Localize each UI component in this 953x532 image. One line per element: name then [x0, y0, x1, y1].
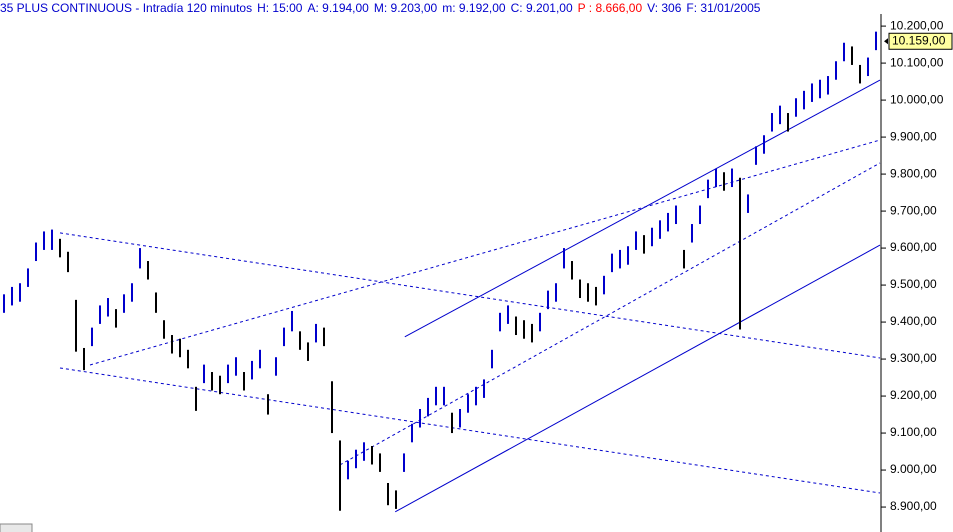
y-tick-label: 10.100,00 [890, 55, 944, 69]
trend-line [59, 367, 881, 494]
trend-line [404, 79, 881, 338]
header-field: H: 15:00 [257, 1, 303, 15]
header-field: C: 9.201,00 [510, 1, 573, 15]
y-tick-label: 9.200,00 [890, 388, 937, 402]
header-field: 35 PLUS CONTINUOUS - Intradía 120 minuto… [0, 1, 253, 15]
y-tick-label: 9.600,00 [890, 240, 937, 254]
y-tick-label: 9.400,00 [890, 314, 937, 328]
y-tick-label: 9.100,00 [890, 425, 937, 439]
trend-line [339, 162, 881, 466]
header-field: M: 9.203,00 [373, 1, 438, 15]
trend-line [59, 232, 881, 359]
y-tick-label: 9.500,00 [890, 277, 937, 291]
y-tick-label: 9.000,00 [890, 462, 937, 476]
header: 35 PLUS CONTINUOUS - Intradía 120 minuto… [0, 0, 765, 16]
header-field: P : 8.666,00 [577, 1, 643, 15]
y-tick-label: 10.200,00 [890, 18, 944, 32]
y-tick-label: 10.000,00 [890, 92, 944, 106]
trend-line [89, 139, 881, 366]
header-field: A: 9.194,00 [307, 1, 369, 15]
header-field: m: 9.192,00 [442, 1, 506, 15]
y-tick-label: 9.900,00 [890, 129, 937, 143]
trend-line [394, 244, 881, 513]
header-field: V: 306 [647, 1, 682, 15]
y-tick-label: 9.700,00 [890, 203, 937, 217]
last-price-box [888, 32, 953, 50]
last-price-marker [884, 38, 888, 45]
tab [0, 523, 33, 532]
y-tick-label: 8.900,00 [890, 499, 937, 513]
y-tick-label: 9.300,00 [890, 351, 937, 365]
header-field: F: 31/01/2005 [686, 1, 761, 15]
y-tick-label: 9.800,00 [890, 166, 937, 180]
last-price-label: 10.159,00 [892, 33, 946, 47]
